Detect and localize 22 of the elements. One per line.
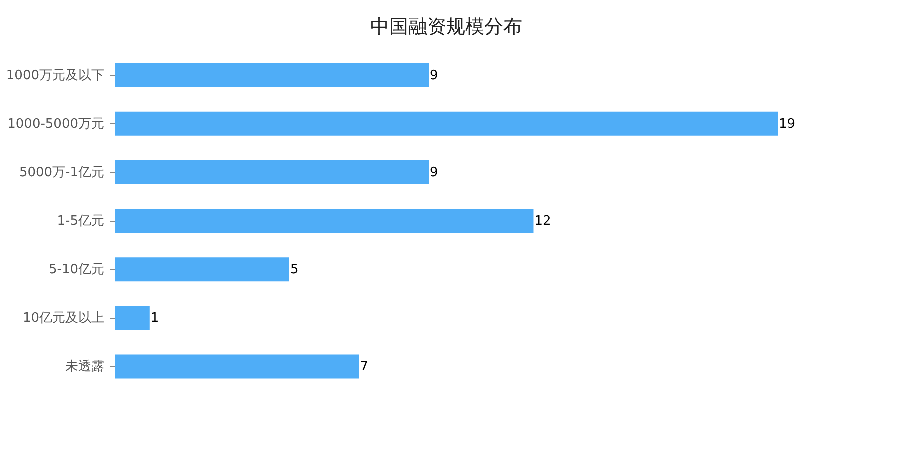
bar <box>115 258 290 282</box>
data-label: 19 <box>779 116 796 132</box>
bar <box>115 209 534 233</box>
y-tick-label: 10亿元及以上 <box>22 311 104 326</box>
bar <box>115 354 360 379</box>
data-label: 1 <box>150 311 160 326</box>
y-tick-label: 5000万-1亿元 <box>19 165 104 180</box>
data-label: 12 <box>534 214 552 229</box>
y-tick-label: 1000万元及以下 <box>6 68 104 84</box>
y-tick-label: 未透露 <box>66 360 104 375</box>
data-label: 9 <box>430 165 438 180</box>
y-tick-label: 5-10亿元 <box>48 262 104 278</box>
data-label: 9 <box>430 68 438 84</box>
bar <box>115 63 430 88</box>
y-tick-label: 1000-5000万元 <box>8 116 104 132</box>
data-label: 5 <box>290 262 299 278</box>
chart-title: 中国融资规模分布 <box>370 16 522 38</box>
data-label: 7 <box>360 360 369 375</box>
y-tick-label: 1-5亿元 <box>57 214 104 229</box>
bar <box>115 306 150 330</box>
bar <box>115 112 778 136</box>
bar <box>115 160 430 184</box>
